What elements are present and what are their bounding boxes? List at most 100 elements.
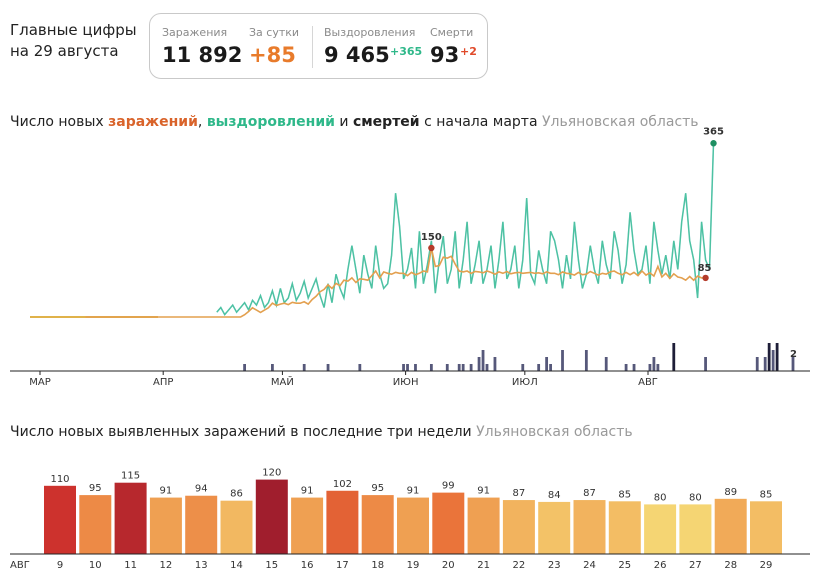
death-bar: [243, 364, 246, 371]
trend-title-deaths: смертей: [352, 114, 420, 130]
bar-value-label: 102: [333, 479, 352, 490]
recoveries-line: [216, 143, 715, 316]
bar-x-tick-label: 17: [336, 560, 349, 571]
death-bar: [763, 357, 767, 371]
bar-value-label: 91: [407, 486, 420, 497]
bar-x-tick-label: 24: [583, 560, 596, 571]
trend-x-tick-label: АВГ: [638, 377, 658, 388]
bar-x-tick-label: 18: [371, 560, 384, 571]
page-title: Главные цифры на 29 августа: [10, 20, 137, 62]
death-bar: [584, 350, 588, 371]
bar-9: [44, 485, 76, 554]
death-bar: [632, 364, 636, 371]
stat-deaths-value: 93: [430, 43, 460, 67]
bar-15: [255, 479, 288, 554]
bar-value-label: 86: [230, 489, 243, 500]
stat-infected-label: Заражения: [162, 26, 228, 39]
trend-title-text-1: Число новых: [10, 114, 109, 130]
bar-29: [750, 501, 782, 554]
death-bar: [326, 364, 330, 371]
bar-14: [220, 500, 253, 554]
death-bar: [704, 357, 707, 371]
trend-x-tick-label: ИЮН: [393, 377, 419, 388]
death-bar: [521, 364, 525, 371]
bar-value-label: 87: [583, 488, 596, 499]
stat-recovered-delta: +365: [390, 45, 423, 58]
death-bar: [445, 364, 449, 371]
trend-x-tick-label: АПР: [153, 377, 173, 388]
bar-19: [397, 497, 429, 554]
page-title-line1: Главные цифры: [10, 21, 137, 39]
bar-x-tick-label: 20: [442, 560, 455, 571]
trend-title-recoveries: выздоровлений: [206, 114, 335, 130]
death-bar: [672, 343, 676, 371]
bar-16: [291, 497, 324, 554]
infections-last-label: 85: [698, 263, 712, 274]
bar-21: [467, 497, 500, 554]
death-bar: [429, 364, 433, 371]
death-bar: [493, 357, 497, 371]
death-bar: [624, 364, 628, 371]
bar-title-text: Число новых выявленных заражений в после…: [10, 424, 472, 440]
bar-value-label: 87: [513, 488, 526, 499]
bar-x-tick-label: 16: [301, 560, 314, 571]
bar-value-label: 80: [654, 492, 667, 503]
bar-x-tick-label: 9: [57, 560, 63, 571]
trend-title-text-2: ,: [197, 114, 207, 130]
bar-22: [502, 500, 535, 554]
bar-value-label: 120: [262, 468, 281, 479]
stat-recovered-label: Выздоровления: [324, 26, 416, 39]
trend-chart-title: Число новых заражений, выздоровлений и с…: [10, 114, 699, 130]
death-bar: [549, 364, 552, 371]
bar-value-label: 89: [724, 487, 737, 498]
bar-value-label: 80: [689, 492, 702, 503]
deaths-last-label: 2: [790, 349, 797, 360]
bar-value-label: 94: [195, 484, 208, 495]
stat-infected-value: 11 892: [162, 43, 243, 67]
death-bar: [767, 343, 771, 371]
trend-title-infections: заражений: [108, 114, 198, 130]
stat-deaths-label: Смерти: [430, 26, 474, 39]
death-bar: [755, 357, 759, 371]
death-bar: [481, 350, 485, 371]
bar-value-label: 84: [548, 490, 561, 501]
bar-x-tick-label: 12: [160, 560, 173, 571]
infections-peak-point: [428, 244, 435, 252]
bar-x-tick-label: 21: [477, 560, 490, 571]
death-bar: [271, 364, 274, 371]
trend-x-tick-label: МАР: [29, 377, 51, 388]
bar-x-tick-label: 19: [407, 560, 420, 571]
bar-x-tick-label: 26: [654, 560, 667, 571]
death-bar: [457, 364, 461, 371]
stat-deaths-delta: +2: [460, 45, 477, 58]
infections-line: [85, 247, 706, 318]
bar-12: [149, 497, 182, 554]
bar-11: [114, 482, 147, 554]
death-bar: [648, 364, 652, 371]
trend-title-text-4: с начала марта: [419, 114, 538, 130]
infections-peak-label: 150: [421, 232, 442, 243]
bar-value-label: 85: [618, 489, 631, 500]
stat-daily-value: +85: [249, 43, 296, 67]
bar-17: [326, 490, 359, 554]
bar-value-label: 99: [442, 481, 455, 492]
death-bar: [469, 364, 473, 371]
bar-26: [644, 504, 677, 554]
bar-x-tick-label: 10: [89, 560, 102, 571]
bar-x-tick-label: 28: [724, 560, 737, 571]
bar-18: [361, 495, 394, 554]
bar-24: [573, 500, 606, 554]
death-bar: [358, 364, 362, 371]
bar-month-label: АВГ: [10, 560, 30, 571]
death-bar: [485, 364, 489, 371]
bar-x-tick-label: 23: [548, 560, 561, 571]
trend-x-tick-label: МАЙ: [271, 375, 294, 388]
infections-last-point: [702, 274, 709, 282]
bar-x-tick-label: 29: [760, 560, 773, 571]
death-bar: [414, 364, 417, 371]
recoveries-last-point: [710, 140, 717, 147]
death-bar: [461, 364, 465, 371]
page-title-date: на 29 августа: [10, 42, 119, 60]
bar-value-label: 91: [160, 486, 173, 497]
stat-recovered-value: 9 465: [324, 43, 390, 67]
